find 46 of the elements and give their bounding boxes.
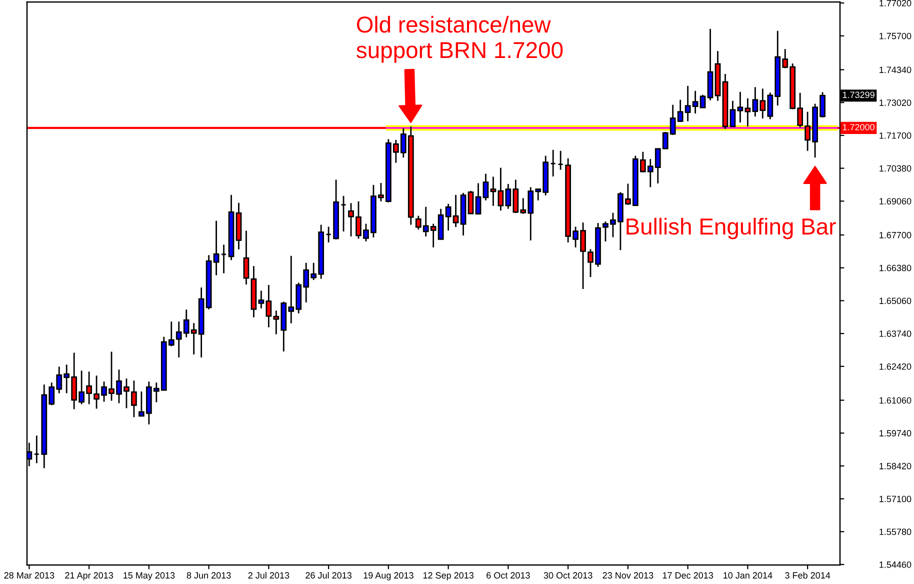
x-tick-label: 26 Jul 2013 xyxy=(306,572,352,579)
candlestick xyxy=(131,380,137,418)
x-tick-label: 3 Feb 2014 xyxy=(785,572,830,579)
candlestick xyxy=(213,220,220,276)
y-tick-label: 1.54460 xyxy=(880,561,912,568)
x-tick-label: 30 Oct 2013 xyxy=(544,572,592,579)
x-tick-label: 8 Jun 2013 xyxy=(186,572,231,579)
y-tick-label: 1.74340 xyxy=(880,66,912,74)
y-tick-label: 1.65060 xyxy=(880,298,912,304)
annotation: Bullish Engulfing Bar xyxy=(626,218,836,240)
x-tick-label: 12 Sep 2013 xyxy=(423,572,474,580)
y-tick-label: 1.55780 xyxy=(880,528,912,536)
x-tick-label: 10 Jan 2014 xyxy=(724,572,772,579)
x-tick-label: 2 Jul 2013 xyxy=(248,572,290,579)
x-tick-label: 17 Dec 2013 xyxy=(662,572,714,579)
y-tick-label: 1.58420 xyxy=(880,462,912,470)
candlestick xyxy=(468,190,474,215)
y-tick-label: 1.63740 xyxy=(880,330,912,337)
x-tick-label: 28 Mar 2013 xyxy=(4,572,54,579)
y-tick-label: 1.70380 xyxy=(880,165,912,172)
y-tick-label: 1.71700 xyxy=(880,132,912,139)
x-tick-label: 21 Apr 2013 xyxy=(65,572,114,580)
x-tick-label: 6 Oct 2013 xyxy=(486,572,530,579)
y-tick-label: 1.75700 xyxy=(880,32,912,40)
ref-line-label: 1.72000 xyxy=(842,124,874,130)
y-tick-label: 1.62420 xyxy=(880,363,912,370)
y-tick-label: 1.66380 xyxy=(880,264,912,272)
y-tick-label: 1.77020 xyxy=(880,0,912,6)
candlestick xyxy=(700,94,706,108)
y-tick-label: 1.61060 xyxy=(880,397,912,404)
x-tick-label: 19 Aug 2013 xyxy=(364,572,414,580)
candlestick xyxy=(475,182,482,216)
candlestick xyxy=(737,91,744,124)
candlestick xyxy=(730,100,736,128)
x-tick-label: 15 May 2013 xyxy=(124,572,175,580)
candlestick xyxy=(482,173,489,202)
x-tick-label: 23 Nov 2013 xyxy=(602,572,654,579)
y-tick-label: 1.73020 xyxy=(880,100,912,106)
candlestick xyxy=(490,176,496,207)
y-tick-label: 1.57100 xyxy=(880,496,912,502)
candlestick xyxy=(243,230,250,286)
y-tick-label: 1.59740 xyxy=(880,430,912,436)
y-tick-label: 1.67700 xyxy=(880,232,912,238)
annotation: Old resistance/new support BRN 1.7200 xyxy=(356,16,563,63)
annotation: 1.73299 xyxy=(842,92,874,98)
y-tick-label: 1.69060 xyxy=(880,198,912,204)
